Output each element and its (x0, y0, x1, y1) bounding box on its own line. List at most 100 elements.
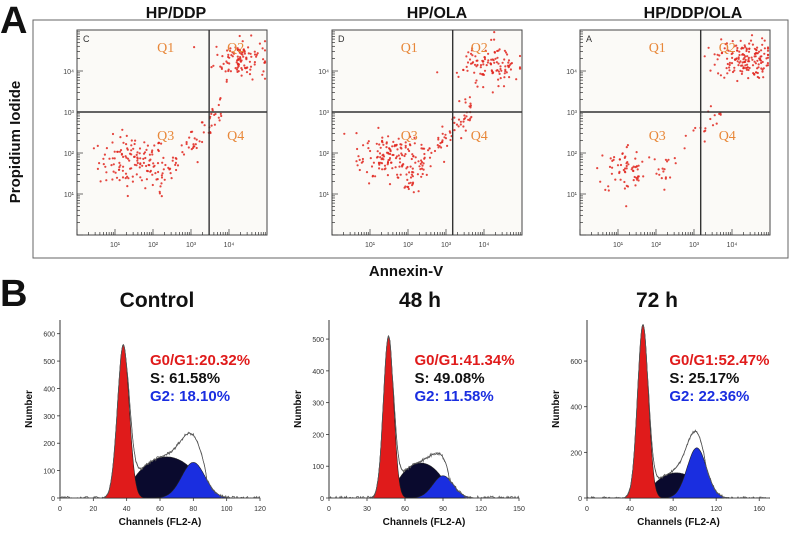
dot (136, 161, 139, 165)
area-g0g1 (587, 324, 770, 499)
dot (626, 161, 629, 164)
dot (261, 47, 264, 50)
dot (469, 102, 472, 105)
dot (457, 75, 460, 78)
dot-cloud (596, 34, 770, 208)
dot (416, 173, 419, 176)
dot (236, 70, 239, 73)
dot (493, 51, 496, 54)
y-tick-label: 300 (312, 401, 324, 408)
dot (169, 167, 172, 170)
dot (356, 147, 359, 151)
dot (704, 129, 707, 132)
dot (421, 172, 424, 176)
dot (145, 178, 148, 181)
x-tick-label: 150 (513, 506, 525, 513)
dot (763, 52, 766, 55)
dot-cloud (343, 30, 522, 194)
dot (174, 163, 177, 166)
dot (748, 47, 751, 50)
dot (237, 57, 240, 61)
dot (481, 59, 484, 62)
dot (412, 155, 415, 158)
histogram-x-axis-label: Channels (FL2-A) (119, 517, 202, 528)
dot (707, 46, 710, 49)
dot (406, 178, 409, 181)
dot (130, 149, 133, 152)
dot (757, 63, 760, 66)
dot (648, 156, 651, 159)
dot (161, 161, 164, 164)
dot (105, 147, 108, 150)
y-tick-label: 100 (312, 464, 324, 471)
dot (495, 69, 498, 72)
dot (721, 51, 724, 54)
dot (736, 49, 739, 52)
dot (728, 66, 731, 69)
dot (381, 136, 384, 139)
corner-label: C (83, 34, 90, 44)
dot (397, 137, 400, 140)
dot (737, 64, 740, 67)
total-envelope (59, 343, 261, 499)
dot (401, 154, 404, 157)
dot (210, 124, 213, 127)
y-tick-label: 10² (567, 151, 578, 158)
dot (502, 85, 506, 88)
dot (487, 52, 490, 55)
dot (637, 179, 640, 182)
dot (420, 167, 424, 170)
dot (453, 129, 456, 132)
dot (144, 156, 147, 160)
g2-percentage: G2: 22.36% (669, 388, 749, 405)
dot (459, 123, 462, 126)
dot (228, 56, 231, 59)
dot (400, 147, 403, 150)
dot (248, 60, 251, 63)
dot (755, 71, 758, 74)
dot (250, 55, 253, 58)
dot (249, 52, 252, 55)
dot (468, 119, 471, 122)
dot (664, 158, 668, 161)
dot (425, 173, 428, 176)
dot (728, 69, 731, 72)
dot (625, 205, 628, 208)
dot (604, 188, 607, 191)
dot (623, 180, 626, 184)
dot (739, 69, 742, 72)
y-tick-label: 10⁴ (318, 69, 329, 76)
x-tick-label: 10⁴ (224, 242, 235, 249)
dot (684, 134, 687, 137)
dot (388, 147, 391, 150)
dot (738, 53, 741, 57)
dot (443, 136, 446, 139)
dot (138, 166, 141, 169)
x-tick-label: 120 (710, 506, 722, 513)
dot (403, 186, 406, 189)
dot (404, 141, 407, 144)
quadrant-label-q3: Q3 (401, 129, 418, 144)
dot (381, 168, 384, 171)
dot (625, 184, 628, 187)
dot (408, 143, 411, 146)
dot (660, 177, 663, 180)
dot (745, 47, 748, 50)
dot (726, 57, 729, 60)
dot (122, 165, 125, 168)
dot (131, 175, 134, 178)
dot (132, 147, 135, 150)
dot (370, 165, 374, 168)
dot (417, 190, 420, 193)
dot (471, 47, 474, 50)
dot (466, 61, 470, 64)
dot (121, 128, 124, 131)
dot (389, 150, 392, 153)
dot (765, 57, 768, 60)
dot (115, 176, 119, 179)
flow-plot-hp-ddp-ola: HP/DDP/OLA A 10¹ 10¹ 10² 10² 10³ 10³ 10⁴ 10⁴ Q1 Q2 Q… (566, 5, 771, 249)
dot (499, 67, 502, 71)
dot (674, 162, 677, 165)
dot (136, 159, 139, 162)
